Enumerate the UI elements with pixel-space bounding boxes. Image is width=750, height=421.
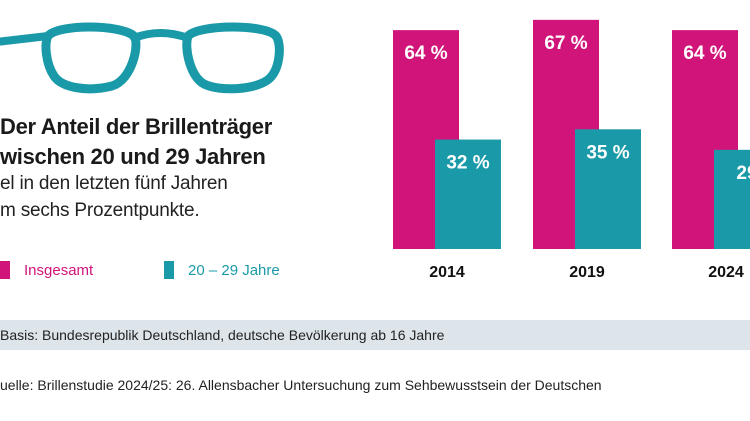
headline-line-2: wischen 20 und 29 Jahren [0, 144, 266, 169]
bar-young-2014 [435, 139, 501, 249]
x-tick-label-2014: 2014 [429, 264, 465, 281]
basis-note: Basis: Bundesrepublik Deutschland, deuts… [0, 320, 750, 350]
legend-swatch-total [0, 261, 10, 279]
subline-line-2: m sechs Prozentpunkte. [0, 200, 200, 221]
headline-line-1: Der Anteil der Brillenträger [0, 114, 272, 139]
bar-young-2024 [714, 149, 750, 249]
subline: el in den letzten fünf Jahren m sechs Pr… [0, 170, 228, 224]
legend-label-total: Insgesamt [24, 261, 94, 279]
legend-swatch-young [164, 261, 174, 279]
legend-label-young: 20 – 29 Jahre [188, 261, 280, 279]
subline-line-1: el in den letzten fünf Jahren [0, 173, 228, 194]
x-tick-label-2019: 2019 [569, 264, 605, 281]
data-label-young-2014: 32 % [446, 153, 489, 174]
data-label-young-2019: 35 % [586, 142, 629, 163]
source-note: uelle: Brillenstudie 2024/25: 26. Allens… [0, 377, 602, 393]
bar-chart: 64 % 32 % 2014 67 % 35 % 2019 64 % 29 2024 [393, 19, 750, 281]
data-label-young-2024: 29 [736, 163, 750, 184]
legend-item-young: 20 – 29 Jahre [164, 258, 280, 282]
headline: Der Anteil der Brillenträger wischen 20 … [0, 112, 272, 172]
bar-young-2019 [575, 129, 641, 249]
glasses-icon [0, 22, 284, 94]
data-label-total-2014: 64 % [404, 43, 447, 64]
data-label-total-2024: 64 % [683, 43, 726, 64]
x-tick-label-2024: 2024 [708, 264, 744, 281]
data-label-total-2019: 67 % [544, 33, 587, 54]
legend-item-total: Insgesamt [0, 258, 93, 282]
